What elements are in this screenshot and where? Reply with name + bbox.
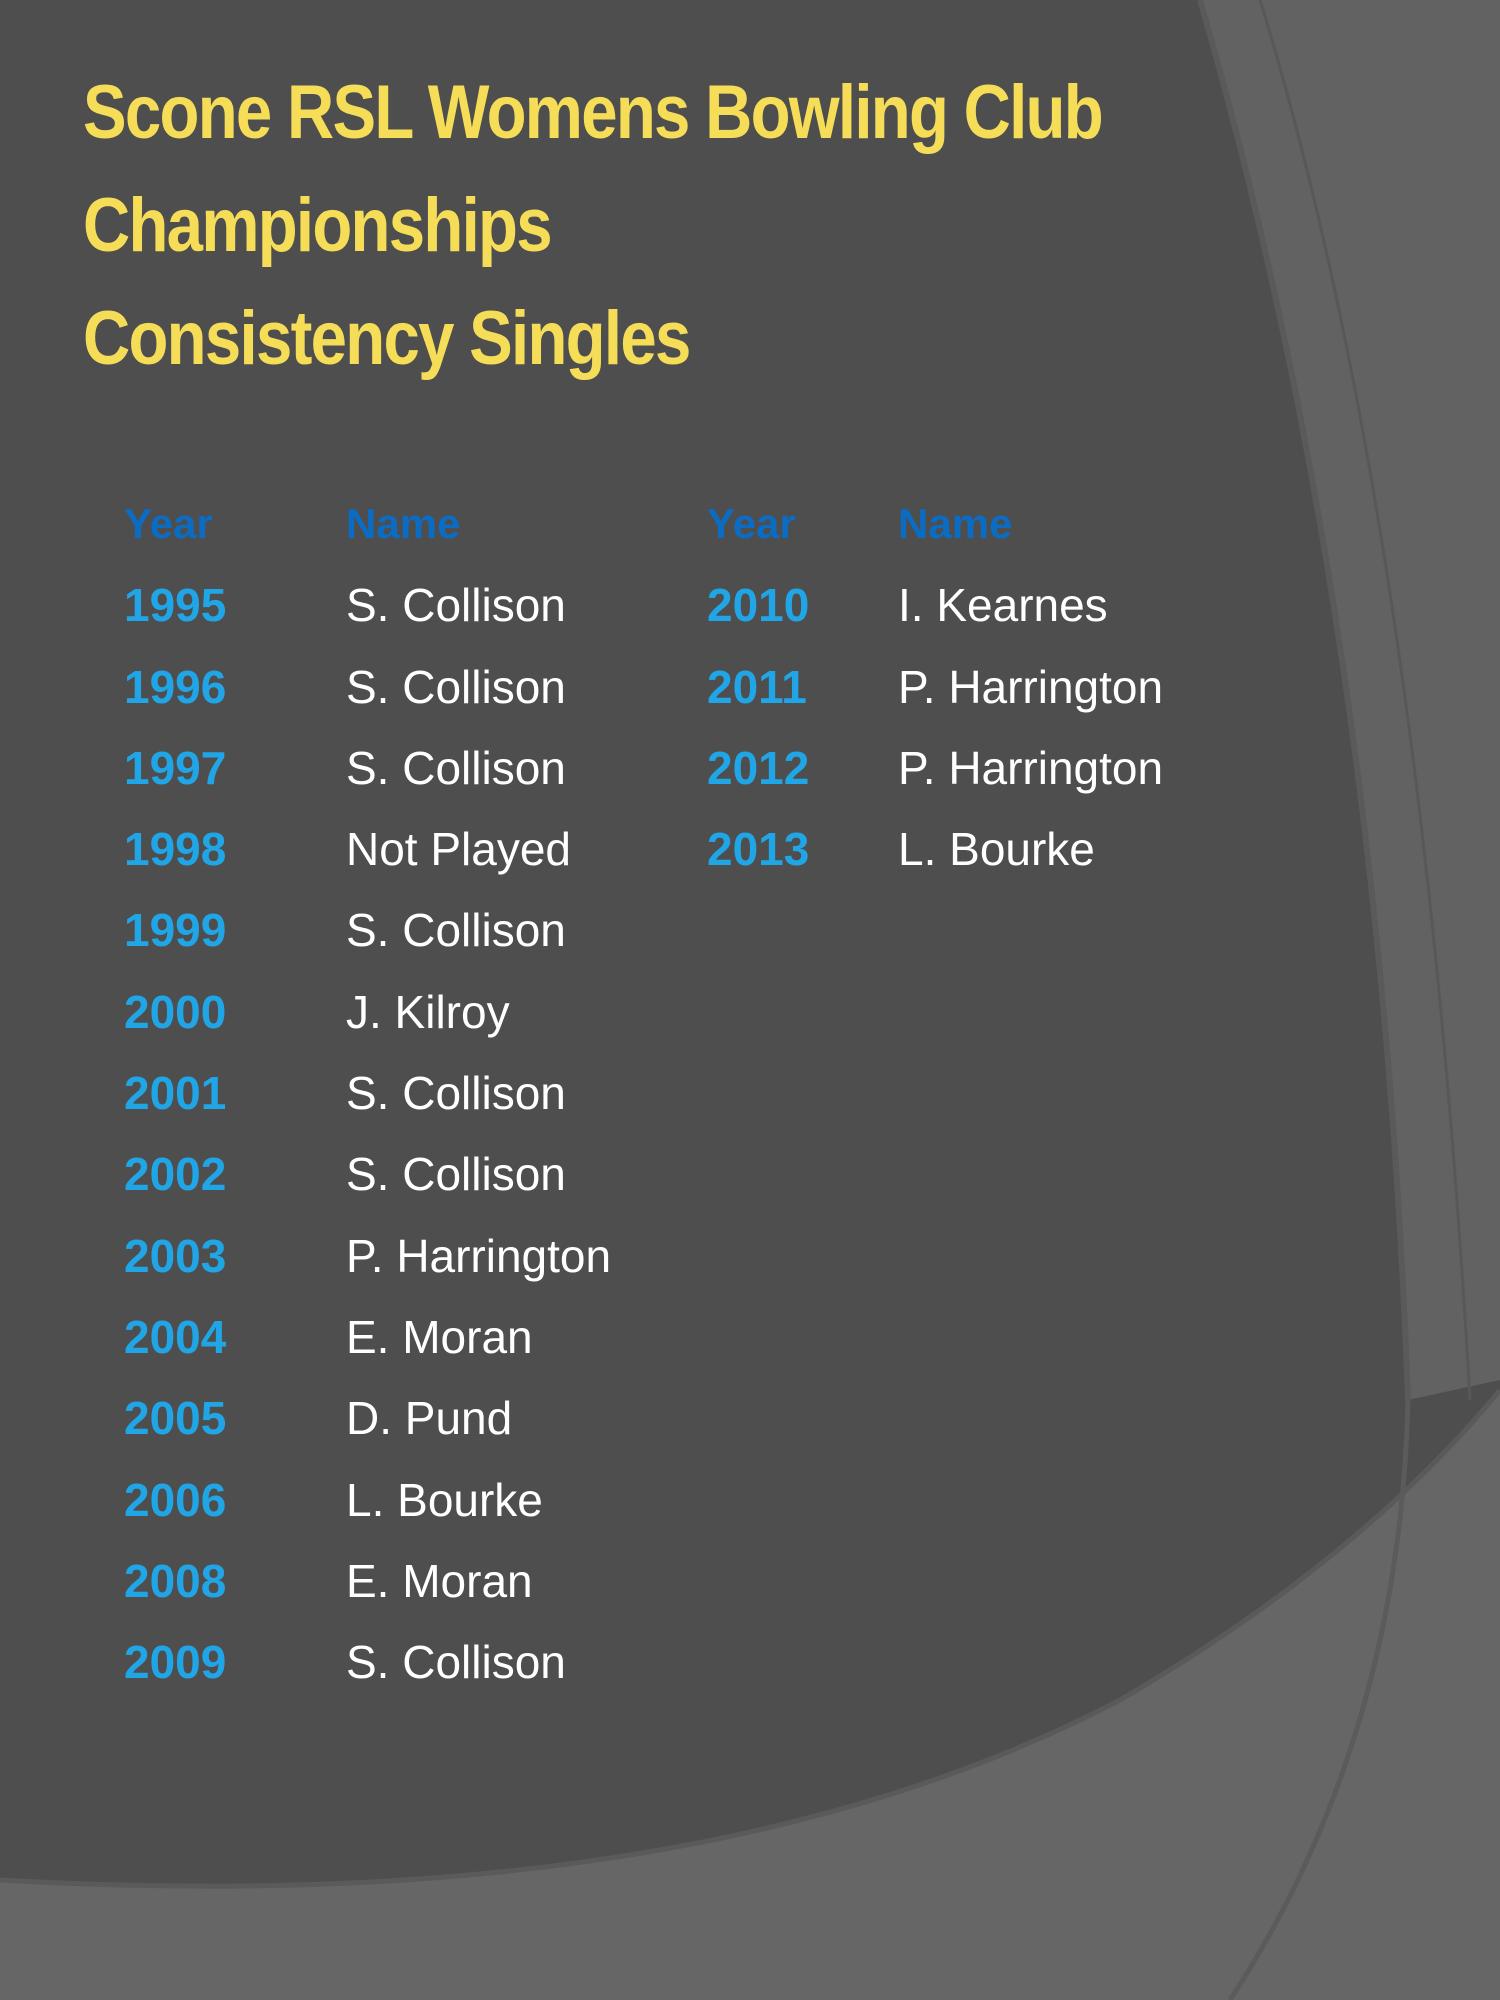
name-header: Name	[898, 500, 1013, 547]
name-cell: J. Kilroy	[346, 985, 510, 1038]
year-cell: 2011	[707, 660, 807, 713]
name-cell: S. Collison	[346, 904, 566, 957]
name-cell: S. Collison	[346, 1148, 566, 1201]
name-cell: P. Harrington	[346, 1229, 612, 1282]
name-cell: E. Moran	[346, 1554, 533, 1607]
year-cell: 1998	[124, 823, 227, 876]
year-cell: 2010	[707, 579, 810, 632]
year-cell: 2006	[124, 1473, 227, 1526]
name-cell: I. Kearnes	[898, 579, 1108, 632]
bottom-swoosh	[0, 1390, 1500, 2000]
year-header: Year	[124, 500, 213, 547]
year-cell: 2000	[124, 985, 227, 1038]
title-line-3: Consistency Singles	[83, 296, 691, 381]
name-cell: S. Collison	[346, 1636, 566, 1689]
year-cell: 2008	[124, 1554, 227, 1607]
name-cell: S. Collison	[346, 660, 566, 713]
right-curve-edge	[1197, 0, 1411, 1401]
name-cell: L. Bourke	[898, 823, 1095, 876]
year-cell: 2012	[707, 741, 810, 794]
year-cell: 2002	[124, 1148, 227, 1201]
name-cell: Not Played	[346, 823, 572, 876]
title-line-2: Championships	[83, 183, 553, 268]
right-thin-arc	[1258, 0, 1472, 1401]
name-cell: S. Collison	[346, 1067, 566, 1120]
name-cell: P. Harrington	[898, 741, 1164, 794]
year-cell: 1995	[124, 579, 227, 632]
name-cell: E. Moran	[346, 1310, 533, 1363]
year-cell: 2013	[707, 823, 810, 876]
name-cell: D. Pund	[346, 1392, 513, 1445]
year-cell: 2005	[124, 1392, 227, 1445]
title-line-1: Scone RSL Womens Bowling Club	[83, 70, 1104, 155]
bottom-swoosh-edge	[0, 1388, 1500, 1889]
page-title: Scone RSL Womens Bowling Club Championsh…	[83, 56, 1104, 395]
year-header: Year	[707, 500, 796, 547]
year-cell: 2004	[124, 1310, 227, 1363]
name-cell: P. Harrington	[898, 660, 1164, 713]
name-header: Name	[346, 500, 461, 547]
year-cell: 1996	[124, 660, 227, 713]
name-cell: S. Collison	[346, 741, 566, 794]
name-cell: L. Bourke	[346, 1473, 543, 1526]
year-cell: 2009	[124, 1636, 227, 1689]
year-cell: 1999	[124, 904, 227, 957]
year-cell: 2003	[124, 1229, 227, 1282]
year-cell: 2001	[124, 1067, 227, 1120]
year-cell: 1997	[124, 741, 227, 794]
name-cell: S. Collison	[346, 579, 566, 632]
lower-right-curve	[1227, 1399, 1411, 2000]
